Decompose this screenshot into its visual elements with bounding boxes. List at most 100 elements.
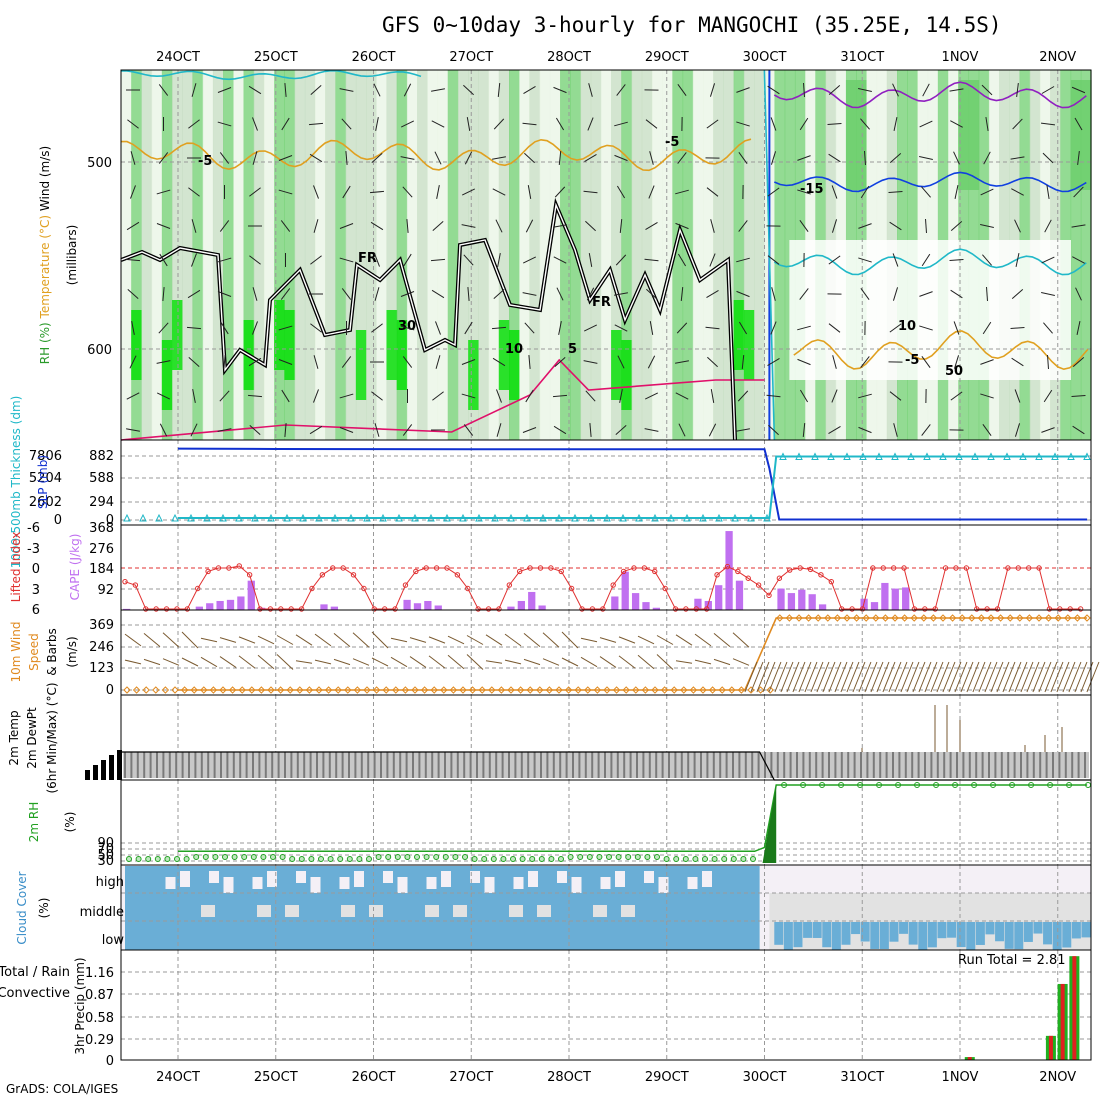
wind-marker (276, 686, 285, 694)
rh-shade (672, 70, 684, 440)
upper-wind-barb (889, 153, 902, 163)
thick-marker (411, 513, 419, 522)
cloud-mid-gap (369, 905, 383, 917)
upper-wind-barb (129, 355, 137, 369)
upper-wind-barb (284, 82, 287, 98)
upper-wind-barb (741, 354, 745, 370)
lifted-point (319, 572, 326, 578)
upper-wind-barb (587, 117, 594, 131)
wind-barb (694, 633, 712, 647)
lifted-point (901, 565, 907, 571)
lifted-point (984, 606, 990, 612)
lifted-point (350, 572, 357, 578)
upper-wind-barb (648, 185, 655, 199)
cloud-mid-gap (285, 905, 299, 917)
cloud-low-bar (956, 922, 966, 948)
upper-wind-barb (767, 85, 780, 95)
wind-barb (599, 637, 617, 643)
lifted-point (496, 606, 502, 612)
upper-wind-barb (158, 152, 169, 164)
precip-conv-bar (967, 1057, 972, 1060)
wind-marker (612, 686, 621, 694)
upper-wind-barb (192, 389, 196, 403)
cloud-low-bar (1071, 922, 1081, 939)
wind-marker (1006, 614, 1014, 622)
wind-marker (862, 614, 870, 622)
upper-wind-barb (892, 253, 899, 267)
cloud-mid-gap (621, 905, 635, 917)
wind-marker (920, 614, 928, 622)
wind-barb-dense (1062, 661, 1076, 693)
rh-shade (468, 70, 479, 440)
rh2m-point (730, 856, 737, 862)
thick-marker (1051, 452, 1059, 460)
rh-tick-1: 70 (97, 842, 114, 857)
upper-wind-barb (219, 220, 230, 232)
wind-marker (584, 686, 592, 694)
upper-wind-barb (496, 423, 502, 437)
rh2m-point (721, 856, 728, 862)
rh2m-point-high (933, 782, 940, 788)
wind-barb-dense (864, 661, 878, 693)
wind-marker (497, 686, 506, 694)
upper-wind-barb (342, 185, 351, 199)
upper-wind-barb (278, 359, 293, 365)
rh-shade (233, 70, 245, 440)
rh2m-point-high (914, 782, 921, 788)
lifted-point (963, 565, 970, 571)
rh-shade (406, 70, 418, 440)
rh2m-point (145, 856, 152, 862)
wind-barb-dense (1008, 661, 1022, 693)
slp-left-tick-1: 5204 (29, 471, 62, 486)
cape-tick-1: 276 (89, 542, 114, 557)
wind-marker (728, 686, 736, 694)
upper-wind-barb (675, 189, 689, 195)
cloud-gap (310, 877, 321, 893)
upper-wind-barb (738, 152, 748, 164)
cloud-low-bar (1052, 922, 1062, 950)
cloud-low-bar (975, 922, 985, 945)
li-tick-2: 0 (32, 562, 40, 577)
cape-bar (777, 588, 785, 610)
upper-wind-barb (614, 121, 628, 127)
rh2m-point-high (952, 782, 959, 788)
cape-bar (694, 598, 702, 610)
wind-barb-dense (1068, 661, 1082, 693)
precip-ylabel: 3hr Precip (mm) (73, 957, 87, 1054)
upper-wind-barb (858, 257, 872, 263)
upper-wind-barb (434, 151, 442, 165)
wind-barb-dense (888, 661, 902, 693)
upper-wind-barb (431, 289, 445, 299)
rh-shade (631, 70, 643, 440)
wind-marker (123, 686, 131, 694)
cloud-mid-gap (593, 905, 607, 917)
upper-wind-barb (644, 392, 659, 400)
temp-contour-magenta (120, 358, 765, 441)
wind-barb-dense (882, 661, 896, 693)
thick-marker (923, 452, 931, 460)
wind-marker (267, 686, 275, 694)
upper-wind-barb (589, 422, 592, 438)
upper-wind-barb (308, 122, 324, 126)
lifted-point (361, 585, 367, 592)
wind-marker (401, 686, 410, 694)
temp-ylabel-1: 2m Temp (7, 710, 21, 765)
rh2m-point (135, 856, 142, 862)
upper-wind-barb (284, 422, 287, 438)
upper-wind-barb (191, 253, 197, 267)
rh-shade (355, 70, 367, 440)
rh-bright-patch (284, 310, 296, 380)
rh-tick-3: 30 (97, 854, 114, 869)
upper-wind-barb (435, 321, 441, 335)
lifted-point (413, 568, 419, 575)
upper-wind-barb (522, 122, 537, 126)
wind-barb (428, 655, 446, 669)
temp-2m-panel: 2m Temp 2m DewPt (6hr Min/Max) (°C) (7, 682, 1092, 794)
contour-label-6: FR (592, 295, 611, 310)
upper-wind-barb (127, 119, 139, 129)
upper-wind-barb (463, 254, 474, 266)
cloud-gap (209, 871, 219, 883)
li-tick-1: -3 (27, 542, 40, 557)
rh-tick-2: 50 (97, 848, 114, 863)
upper-wind-barb (374, 253, 380, 267)
